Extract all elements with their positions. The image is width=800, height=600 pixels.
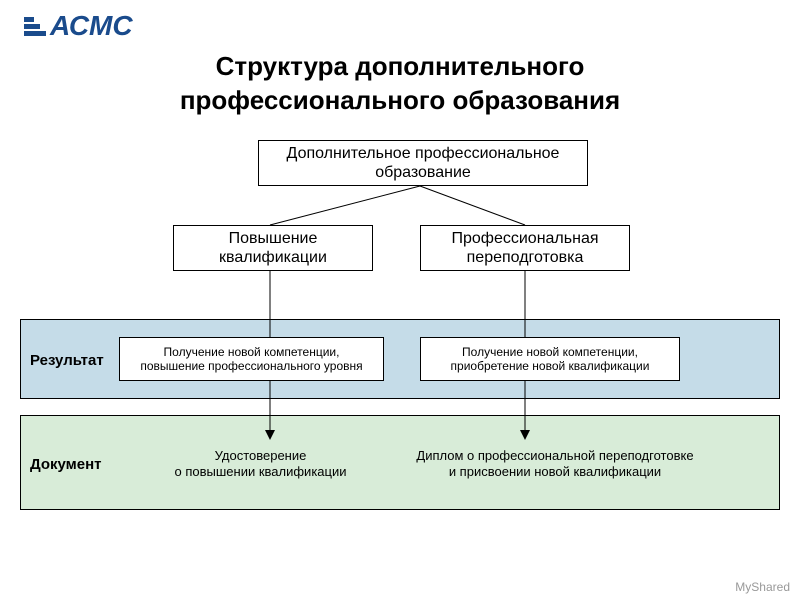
node-left2-text: Получение новой компетенции, повышение п…	[140, 345, 362, 374]
node-right1-text: Профессиональная переподготовка	[452, 229, 599, 267]
document-left: Удостоверение о повышении квалификации	[148, 448, 373, 481]
title-line1: Структура дополнительного	[0, 50, 800, 84]
document-right: Диплом о профессиональной переподготовке…	[395, 448, 715, 481]
node-left1-text: Повышение квалификации	[219, 229, 327, 267]
watermark: MyShared	[735, 580, 790, 594]
title-line2: профессионального образования	[0, 84, 800, 118]
node-qualification-upgrade: Повышение квалификации	[173, 225, 373, 271]
page-title: Структура дополнительного профессиональн…	[0, 50, 800, 118]
logo: АСМС	[24, 10, 133, 42]
logo-text: АСМС	[50, 10, 133, 42]
logo-bars-icon	[24, 17, 46, 36]
band-result-label: Результат	[30, 352, 104, 369]
node-root-text: Дополнительное профессиональное образова…	[259, 144, 587, 182]
node-professional-retraining: Профессиональная переподготовка	[420, 225, 630, 271]
node-result-right: Получение новой компетенции, приобретени…	[420, 337, 680, 381]
node-root: Дополнительное профессиональное образова…	[258, 140, 588, 186]
band-document-label: Документ	[30, 456, 102, 473]
node-right2-text: Получение новой компетенции, приобретени…	[451, 345, 650, 374]
node-result-left: Получение новой компетенции, повышение п…	[119, 337, 384, 381]
